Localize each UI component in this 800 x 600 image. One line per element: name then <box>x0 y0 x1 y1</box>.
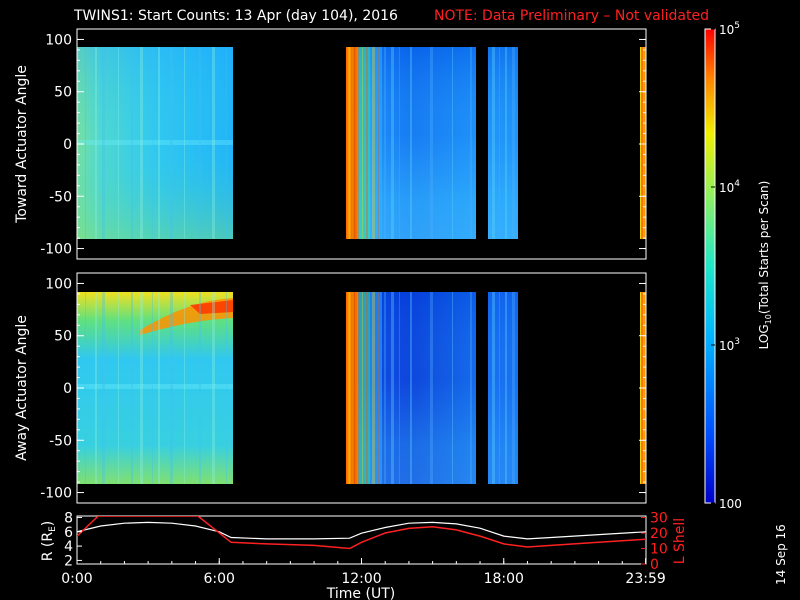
away-panel: 100 50 0 -50 -100 Away Actuator Angle <box>14 272 647 504</box>
y-tick-label: 0 <box>63 381 72 397</box>
y-tick-label: -100 <box>40 242 72 258</box>
x-tick-label: 0:00 <box>61 571 92 587</box>
colorbar-tick-label: 105 <box>719 21 740 37</box>
y-tick-label: 50 <box>54 85 72 101</box>
y-tick-label: -50 <box>49 189 72 205</box>
y-tick-label: -100 <box>40 486 72 502</box>
series-l-shell-line <box>77 516 646 550</box>
y-tick-label: 50 <box>54 329 72 345</box>
y-tick-label: 100 <box>45 276 72 292</box>
r-tick-label: 8 <box>64 510 73 526</box>
y-tick-label: 0 <box>63 137 72 153</box>
colorbar-tick-label: 104 <box>719 179 740 195</box>
time-axis: 0:00 6:00 12:00 18:00 23:59 <box>61 558 666 587</box>
colorbar-scale <box>704 28 716 504</box>
l-shell-tick-label: 0 <box>650 557 659 573</box>
l-shell-tick-label: 10 <box>650 542 668 558</box>
colorbar-tick-label: 103 <box>719 337 740 353</box>
colorbar: 105 104 103 100 LOG10(Total Starts per Scan… <box>704 21 773 511</box>
x-tick-label: 23:59 <box>625 571 665 587</box>
preliminary-note: NOTE: Data Preliminary – Not validated <box>434 8 709 24</box>
toward-y-axis: 100 50 0 -50 -100 <box>40 32 646 258</box>
chart-title: TWINS1: Start Counts: 13 Apr (day 104), … <box>73 8 398 24</box>
y-tick-label: 100 <box>45 32 72 48</box>
l-shell-tick-label: 20 <box>650 526 668 542</box>
series-r-line <box>77 521 646 540</box>
colorbar-label: LOG10(Total Starts per Scan) <box>757 181 773 350</box>
l-shell-axis-label: L Shell <box>672 518 688 564</box>
r-tick-label: 6 <box>64 525 73 541</box>
time-axis-label: Time (UT) <box>326 586 395 600</box>
x-tick-label: 12:00 <box>341 571 381 587</box>
l-shell-tick-label: 30 <box>650 511 668 527</box>
date-stamp: 14 Sep 16 <box>774 524 788 585</box>
away-heatmap <box>77 292 646 484</box>
x-tick-label: 6:00 <box>204 571 235 587</box>
away-y-axis: 100 50 0 -50 -100 <box>40 276 646 502</box>
away-ylabel: Away Actuator Angle <box>14 315 30 461</box>
x-tick-label: 18:00 <box>484 571 524 587</box>
y-tick-label: -50 <box>49 433 72 449</box>
r-axis-label: R (RE) <box>40 521 58 562</box>
toward-panel: 100 50 0 -50 -100 Toward Actuator Angle <box>14 28 647 260</box>
toward-heatmap <box>77 47 646 239</box>
r-tick-label: 4 <box>64 539 73 555</box>
r-tick-label: 2 <box>64 553 73 569</box>
toward-ylabel: Toward Actuator Angle <box>14 65 30 224</box>
colorbar-tick-label: 100 <box>719 497 742 511</box>
